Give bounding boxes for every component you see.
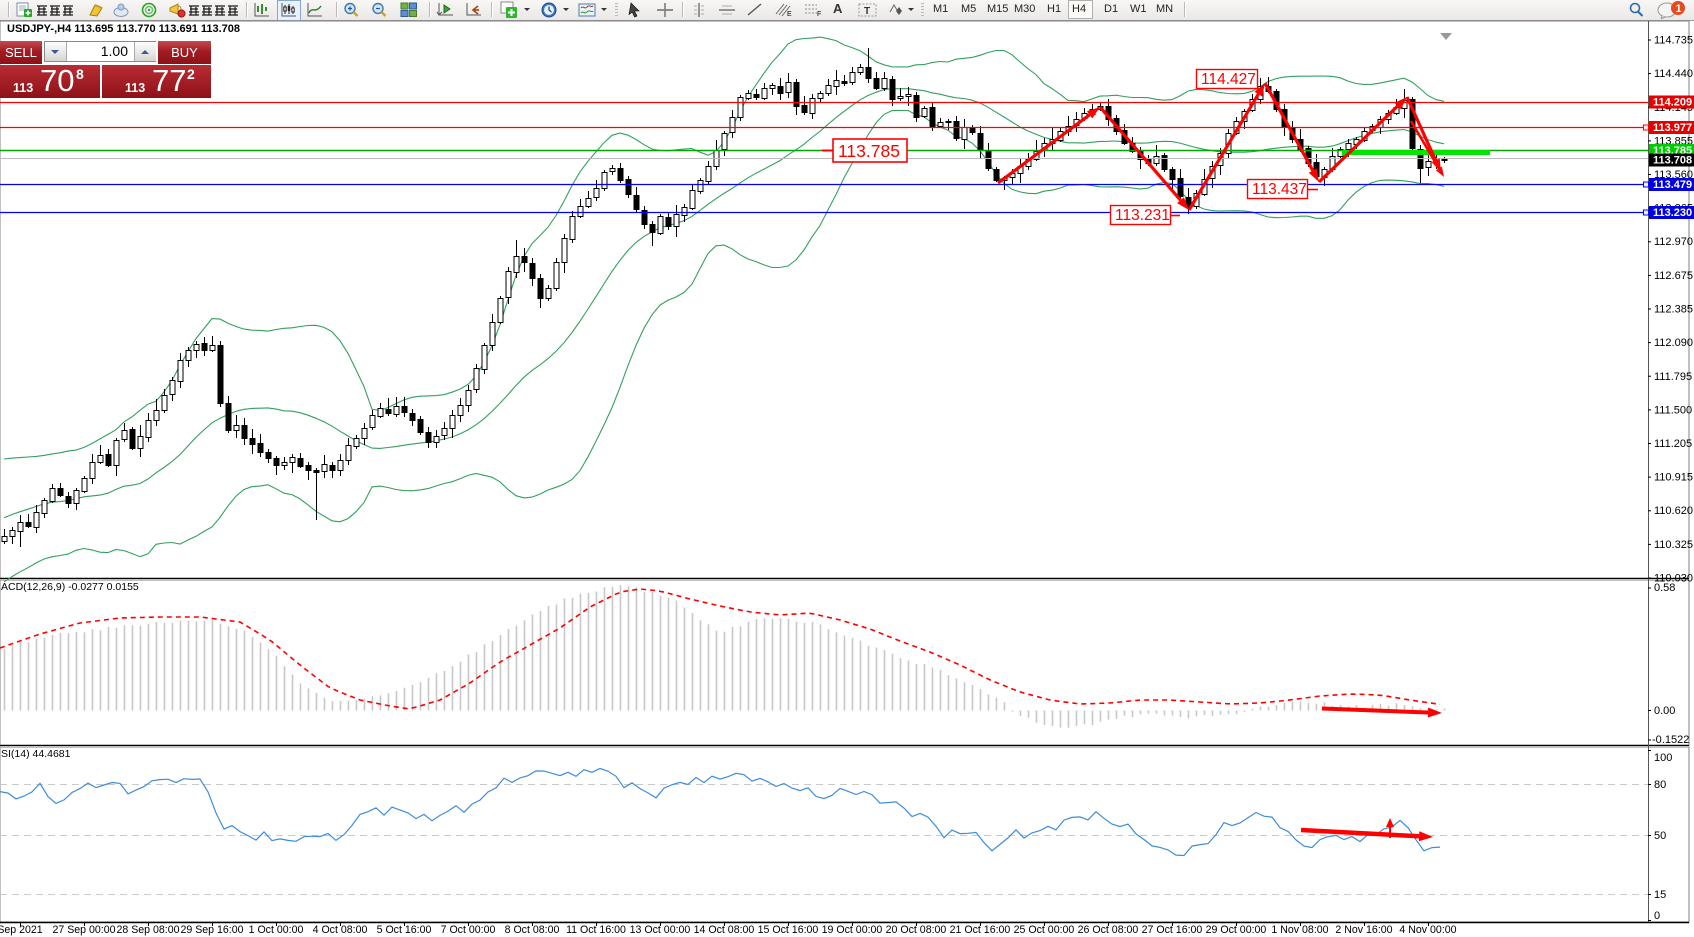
svg-text:113.977: 113.977 [1653,122,1692,134]
svg-text:113.479: 113.479 [1653,179,1692,191]
svg-text:20 Oct 08:00: 20 Oct 08:00 [886,924,947,936]
svg-text:4 Nov 00:00: 4 Nov 00:00 [1399,924,1456,936]
svg-text:26 Oct 08:00: 26 Oct 08:00 [1078,924,1139,936]
svg-text:111.205: 111.205 [1654,438,1692,450]
svg-text:15: 15 [1654,889,1666,901]
svg-text:114.209: 114.209 [1653,97,1692,109]
svg-text:111.500: 111.500 [1654,404,1692,416]
svg-text:25 Oct 00:00: 25 Oct 00:00 [1014,924,1075,936]
svg-text:8 Oct 08:00: 8 Oct 08:00 [505,924,560,936]
svg-text:19 Oct 00:00: 19 Oct 00:00 [822,924,883,936]
svg-text:113.708: 113.708 [1653,155,1692,167]
svg-text:1 Oct 00:00: 1 Oct 00:00 [249,924,304,936]
svg-text:0: 0 [1654,910,1660,922]
svg-text:0.58: 0.58 [1654,582,1675,594]
svg-text:112.090: 112.090 [1654,337,1693,349]
svg-text:T: T [864,6,870,17]
svg-text:27 Sep 00:00: 27 Sep 00:00 [52,924,115,936]
svg-text:1 Nov 08:00: 1 Nov 08:00 [1271,924,1328,936]
svg-text:27 Oct 16:00: 27 Oct 16:00 [1142,924,1203,936]
svg-text:112.385: 112.385 [1654,304,1693,316]
svg-text:E: E [787,11,792,18]
svg-text:15 Oct 16:00: 15 Oct 16:00 [758,924,819,936]
svg-text:114.440: 114.440 [1654,68,1693,80]
svg-text:113.231: 113.231 [1115,207,1170,224]
svg-text:100: 100 [1654,752,1672,764]
svg-text:2 Nov 16:00: 2 Nov 16:00 [1335,924,1392,936]
svg-text:111.795: 111.795 [1654,371,1692,383]
svg-text:5 Oct 16:00: 5 Oct 16:00 [377,924,432,936]
svg-text:ACD(12,26,9) -0.0277 0.0155: ACD(12,26,9) -0.0277 0.0155 [1,581,139,593]
svg-text:F: F [817,11,821,18]
svg-text:112.675: 112.675 [1654,270,1693,282]
svg-text:110.620: 110.620 [1654,505,1693,517]
svg-text:13 Oct 00:00: 13 Oct 00:00 [630,924,691,936]
svg-text:USDJPY-,H4 113.695 113.770 11: USDJPY-,H4 113.695 113.770 113.691 113.7… [7,23,240,35]
svg-text:1: 1 [1676,3,1682,15]
svg-text:80: 80 [1654,779,1666,791]
svg-text:11 Oct 16:00: 11 Oct 16:00 [566,924,626,936]
svg-text:113.437: 113.437 [1252,181,1307,198]
svg-text:-0.1522: -0.1522 [1652,734,1689,746]
svg-text:114.735: 114.735 [1654,35,1693,47]
svg-text:28 Sep 08:00: 28 Sep 08:00 [116,924,179,936]
svg-text:29 Sep 16:00: 29 Sep 16:00 [180,924,243,936]
svg-text:110.915: 110.915 [1654,472,1693,484]
svg-text:SI(14) 44.4681: SI(14) 44.4681 [1,748,71,760]
svg-text:7 Oct 00:00: 7 Oct 00:00 [441,924,496,936]
svg-text:113.230: 113.230 [1653,207,1692,219]
svg-text:29 Oct 00:00: 29 Oct 00:00 [1206,924,1267,936]
svg-text:14 Oct 08:00: 14 Oct 08:00 [694,924,755,936]
svg-text:112.970: 112.970 [1654,236,1693,248]
svg-text:110.325: 110.325 [1654,539,1693,551]
svg-text:114.427: 114.427 [1201,71,1256,88]
svg-text:50: 50 [1654,830,1666,842]
svg-text:113.785: 113.785 [838,141,900,161]
svg-text:21 Oct 16:00: 21 Oct 16:00 [950,924,1011,936]
svg-text:110.030: 110.030 [1654,573,1693,585]
svg-text:Sep 2021: Sep 2021 [0,924,43,936]
svg-text:4 Oct 08:00: 4 Oct 08:00 [313,924,368,936]
svg-text:0.00: 0.00 [1654,705,1675,717]
